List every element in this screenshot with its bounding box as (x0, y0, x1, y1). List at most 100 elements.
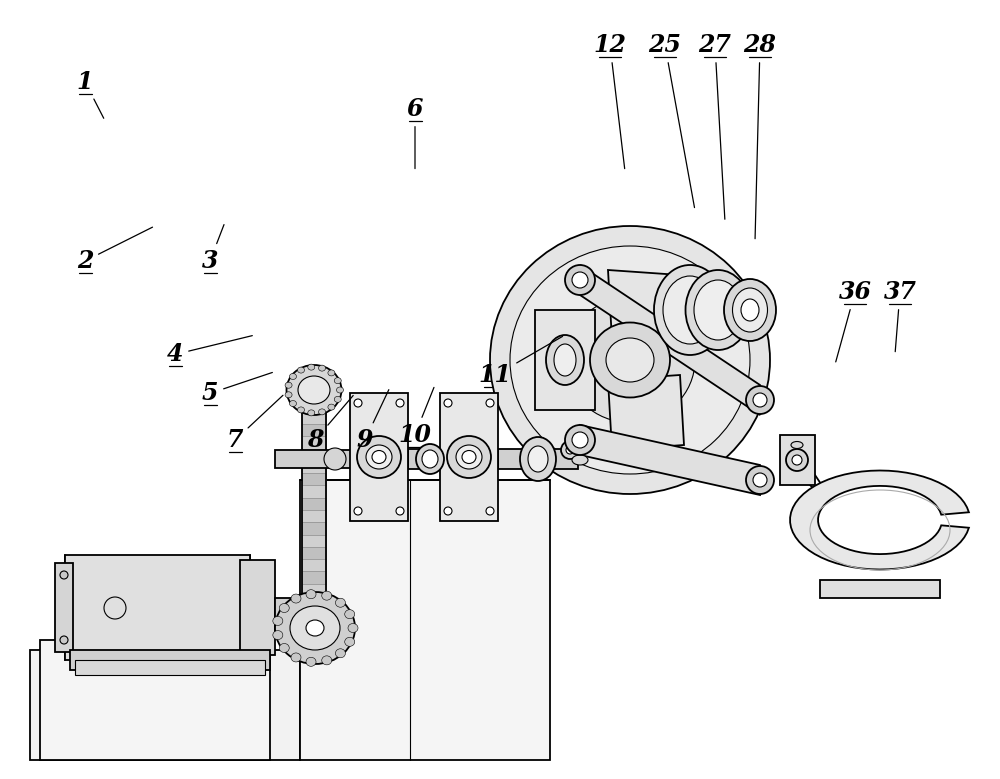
Ellipse shape (289, 400, 296, 407)
Ellipse shape (335, 598, 345, 608)
Ellipse shape (663, 276, 717, 344)
Bar (55, 563, 73, 652)
Ellipse shape (279, 604, 289, 612)
Ellipse shape (753, 393, 767, 407)
Ellipse shape (565, 298, 695, 422)
Bar (302, 620, 326, 633)
Ellipse shape (308, 410, 315, 416)
Bar (302, 608, 326, 620)
Ellipse shape (654, 265, 726, 355)
Ellipse shape (348, 623, 358, 633)
Bar (302, 571, 326, 583)
Text: 28: 28 (744, 33, 776, 238)
Ellipse shape (291, 653, 301, 662)
Bar (302, 522, 326, 534)
Ellipse shape (275, 592, 355, 664)
Bar (302, 485, 326, 498)
Ellipse shape (486, 399, 494, 407)
Text: 8: 8 (307, 396, 353, 452)
Ellipse shape (510, 246, 750, 474)
Bar (302, 424, 326, 436)
Ellipse shape (328, 404, 335, 410)
Bar (408, 449, 468, 469)
Text: 27: 27 (698, 33, 732, 219)
Bar (302, 400, 326, 412)
Ellipse shape (298, 407, 304, 413)
Ellipse shape (444, 507, 452, 515)
Bar (302, 583, 326, 596)
Ellipse shape (334, 378, 341, 383)
Ellipse shape (792, 455, 802, 465)
Ellipse shape (345, 637, 355, 647)
Ellipse shape (490, 226, 770, 494)
Bar (275, 598, 315, 620)
Ellipse shape (786, 449, 808, 471)
Ellipse shape (396, 507, 404, 515)
Ellipse shape (322, 591, 332, 600)
Bar (302, 387, 326, 400)
Ellipse shape (289, 373, 296, 379)
Text: 2: 2 (77, 227, 153, 273)
Ellipse shape (60, 636, 68, 644)
Ellipse shape (335, 649, 345, 657)
Ellipse shape (319, 365, 326, 371)
Ellipse shape (336, 387, 344, 393)
Ellipse shape (694, 280, 742, 340)
Ellipse shape (319, 409, 326, 415)
Ellipse shape (447, 436, 491, 478)
Bar (820, 580, 940, 598)
Ellipse shape (565, 425, 595, 455)
Ellipse shape (366, 445, 392, 469)
Ellipse shape (273, 616, 283, 626)
Ellipse shape (746, 386, 774, 414)
Ellipse shape (791, 442, 803, 449)
Text: 10: 10 (398, 387, 434, 446)
Ellipse shape (279, 643, 289, 653)
Text: 25: 25 (648, 33, 695, 207)
Polygon shape (790, 471, 969, 569)
Text: 11: 11 (479, 337, 563, 387)
Ellipse shape (322, 656, 332, 664)
Ellipse shape (306, 620, 324, 636)
Ellipse shape (546, 335, 584, 385)
Text: 5: 5 (202, 372, 272, 405)
Bar (535, 310, 595, 410)
Ellipse shape (746, 466, 774, 494)
Text: 36: 36 (836, 280, 872, 362)
Ellipse shape (566, 446, 574, 454)
Bar (302, 461, 326, 473)
Ellipse shape (298, 367, 304, 373)
Ellipse shape (456, 445, 482, 469)
Bar (302, 559, 326, 571)
Bar (302, 596, 326, 608)
Text: 7: 7 (227, 395, 283, 452)
Ellipse shape (741, 299, 759, 321)
Ellipse shape (334, 397, 341, 403)
Bar (302, 547, 326, 559)
Bar (40, 640, 270, 760)
Bar (302, 436, 326, 449)
Ellipse shape (462, 450, 476, 464)
Bar (302, 412, 326, 424)
Ellipse shape (520, 437, 556, 481)
Ellipse shape (287, 365, 342, 415)
Ellipse shape (686, 270, 750, 350)
Ellipse shape (590, 323, 670, 397)
Ellipse shape (416, 444, 444, 474)
Ellipse shape (753, 473, 767, 487)
Polygon shape (608, 375, 684, 450)
Bar (70, 650, 270, 670)
Bar (498, 449, 578, 469)
Bar (302, 633, 326, 645)
Bar (780, 435, 815, 485)
Ellipse shape (565, 265, 595, 295)
Polygon shape (608, 270, 684, 345)
Ellipse shape (486, 507, 494, 515)
Ellipse shape (444, 399, 452, 407)
Ellipse shape (572, 432, 588, 448)
Ellipse shape (572, 455, 588, 465)
Bar (275, 450, 360, 468)
Ellipse shape (273, 630, 283, 640)
Text: 12: 12 (594, 33, 626, 168)
Ellipse shape (60, 571, 68, 579)
